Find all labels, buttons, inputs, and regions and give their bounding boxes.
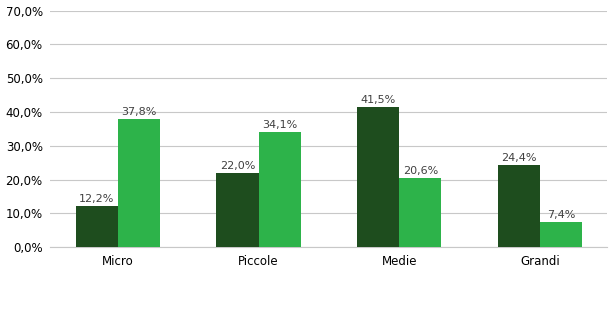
Bar: [498, 165, 540, 247]
Text: 7,4%: 7,4%: [547, 210, 575, 220]
Text: 37,8%: 37,8%: [121, 107, 157, 117]
Bar: [259, 132, 301, 247]
Bar: [399, 178, 441, 247]
Text: 20,6%: 20,6%: [403, 165, 438, 176]
Text: 34,1%: 34,1%: [262, 120, 297, 130]
Bar: [357, 107, 399, 247]
Text: 22,0%: 22,0%: [219, 161, 255, 171]
Text: 12,2%: 12,2%: [79, 194, 115, 204]
Text: 41,5%: 41,5%: [360, 95, 396, 105]
Bar: [118, 120, 160, 247]
Bar: [540, 222, 582, 247]
Text: 24,4%: 24,4%: [501, 153, 536, 163]
Bar: [216, 173, 259, 247]
Bar: [75, 206, 118, 247]
